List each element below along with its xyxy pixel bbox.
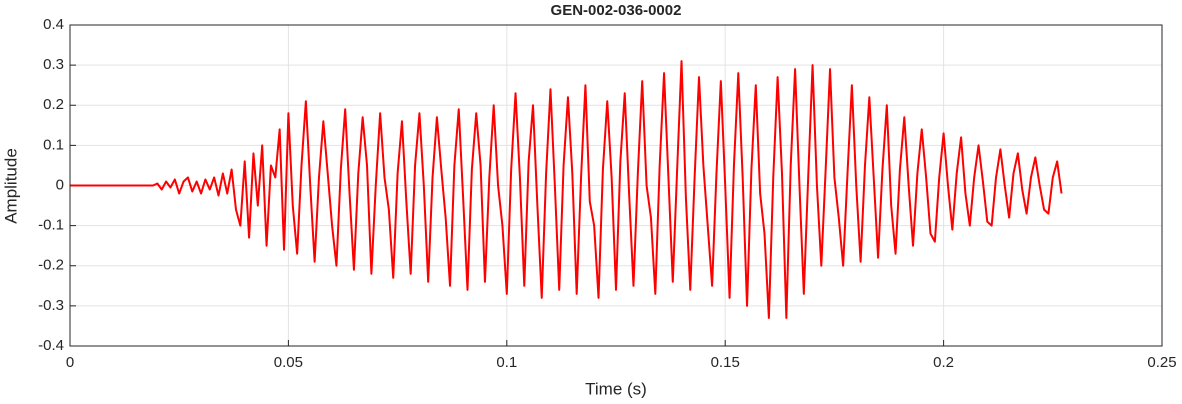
y-tick-label: -0.1 (38, 217, 64, 234)
chart-title: GEN-002-036-0002 (551, 2, 682, 19)
x-tick-label: 0.15 (711, 354, 740, 371)
x-tick-label: 0.05 (274, 354, 303, 371)
waveform-line (70, 60, 1063, 319)
x-tick-label: 0 (66, 354, 74, 371)
y-tick-label: 0.4 (43, 16, 64, 33)
y-axis-label: Amplitude (1, 148, 20, 224)
y-tick-label: 0.2 (43, 96, 64, 113)
y-tick-label: 0.1 (43, 136, 64, 153)
y-tick-label: 0 (56, 176, 64, 193)
x-tick-label: 0.25 (1147, 354, 1176, 371)
y-tick-label: -0.2 (38, 257, 64, 274)
x-tick-label: 0.2 (933, 354, 954, 371)
y-tick-label: -0.4 (38, 337, 64, 354)
plot-frame (69, 24, 1163, 347)
x-tick-label: 0.1 (496, 354, 517, 371)
y-tick-label: -0.3 (38, 297, 64, 314)
x-axis-label: Time (s) (585, 379, 647, 398)
y-tick-label: 0.3 (43, 56, 64, 73)
